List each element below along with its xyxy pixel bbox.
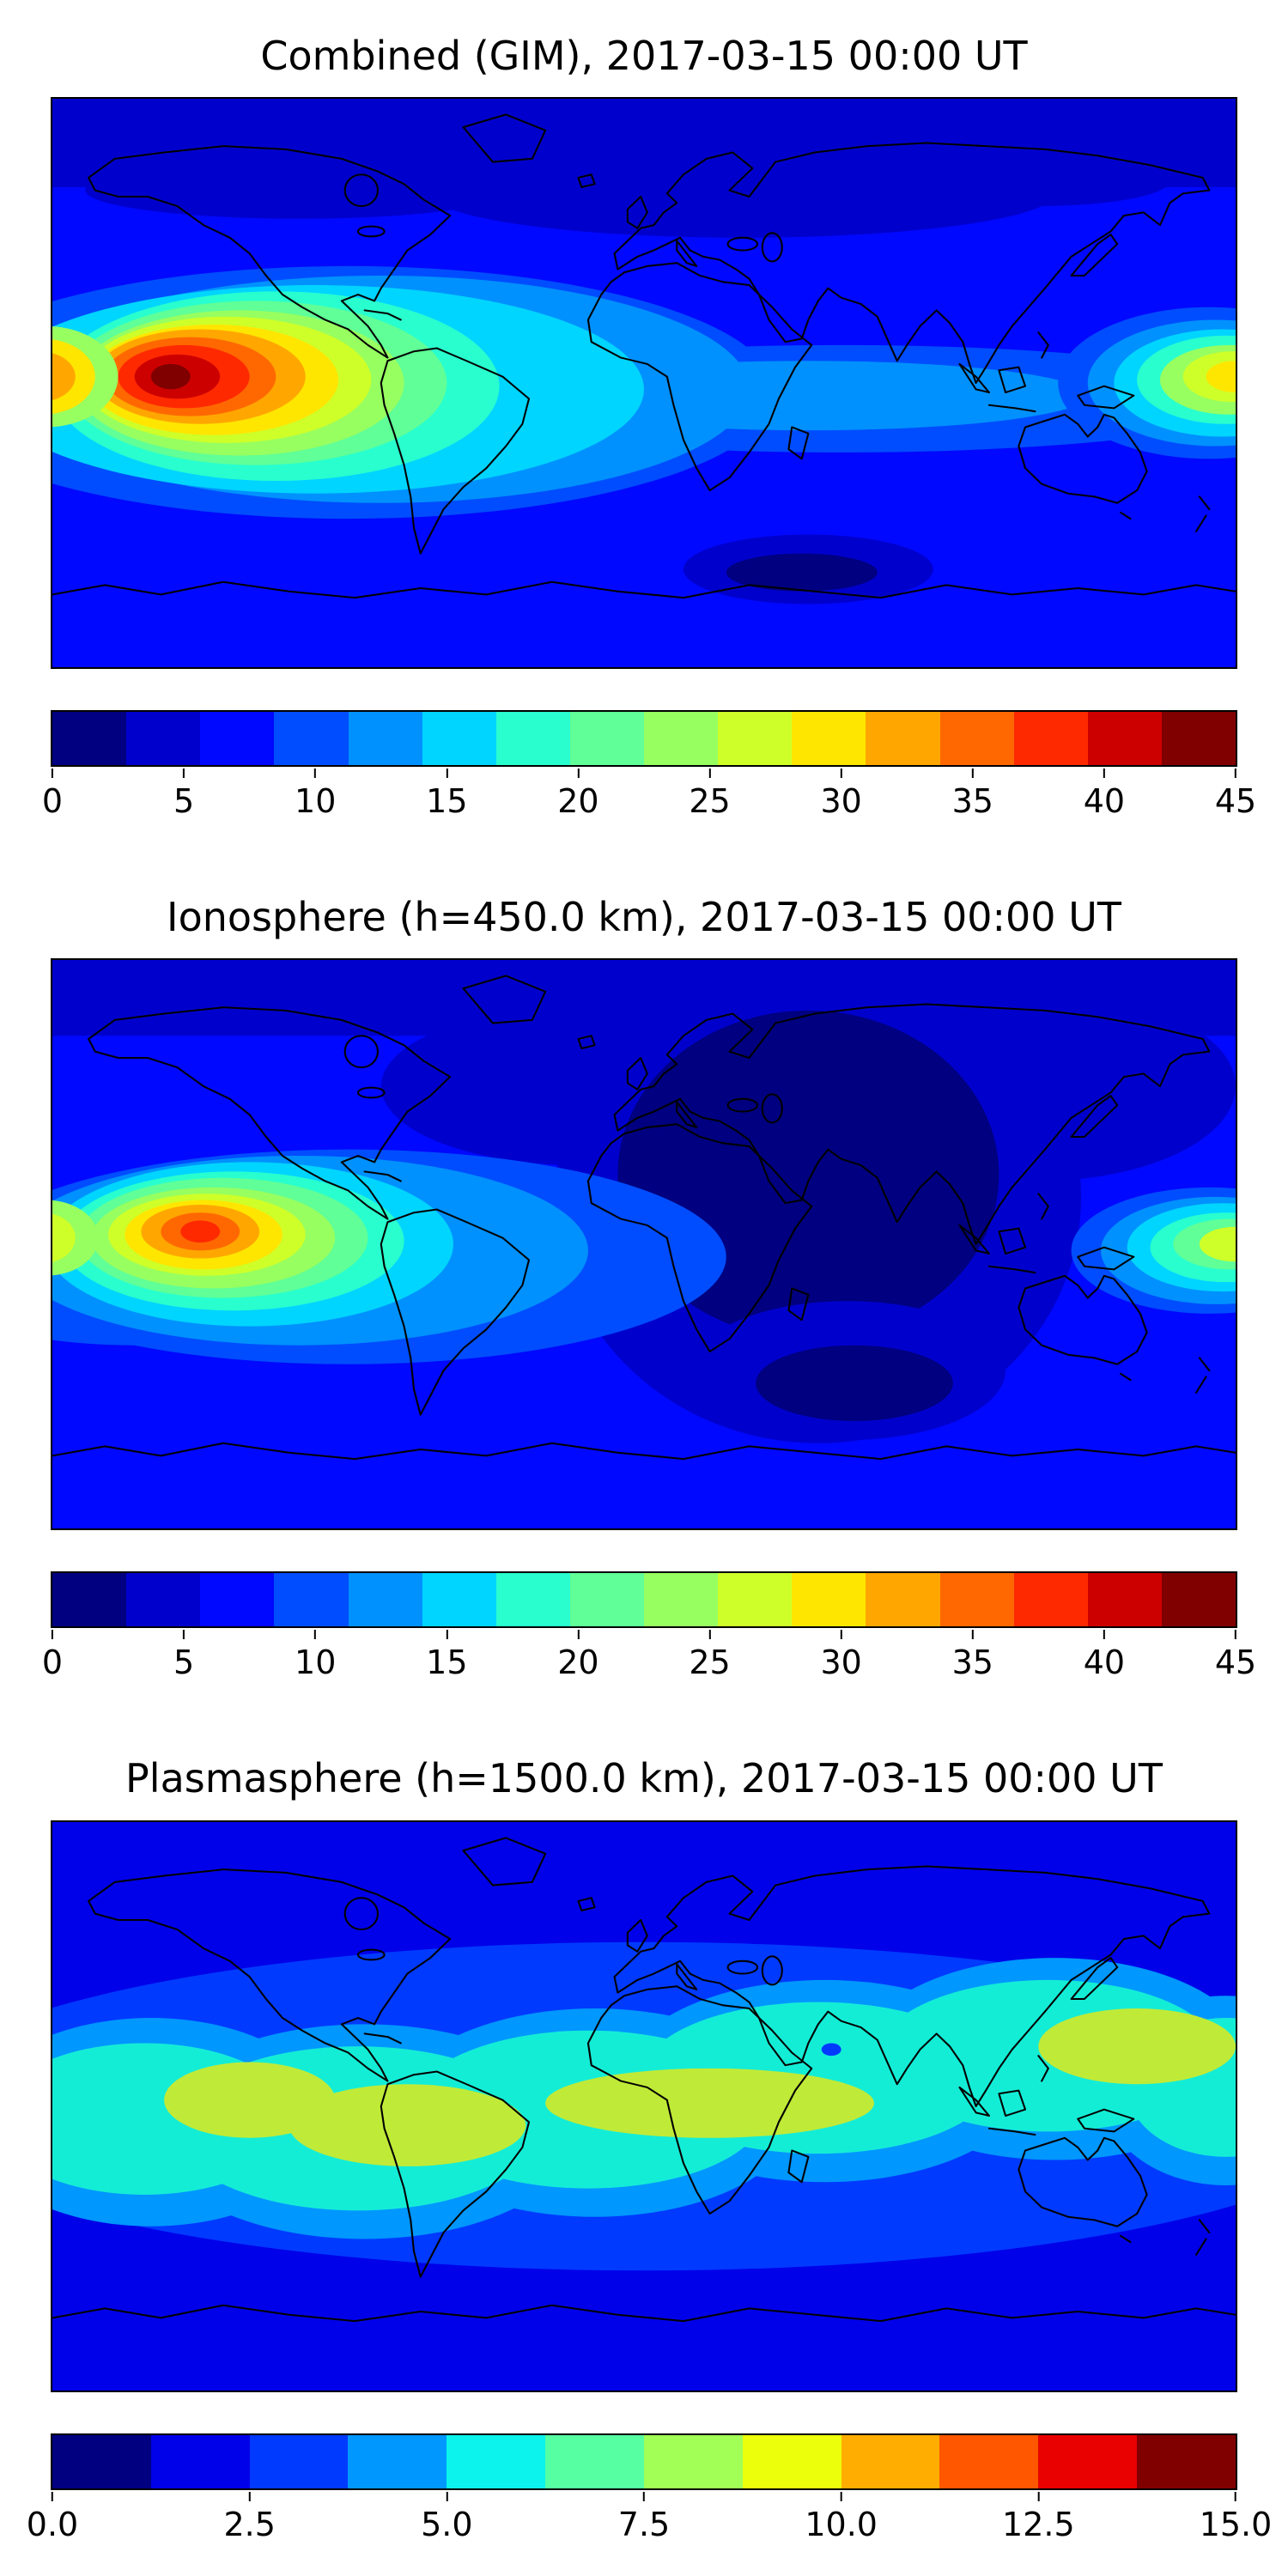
colorbar-segment [422,712,496,766]
colorbar-segment [866,712,940,766]
panel-title-combined: Combined (GIM), 2017-03-15 00:00 UT [260,33,1028,79]
colorbar-segment [939,2434,1039,2488]
panel-title-ionosphere: Ionosphere (h=450.0 km), 2017-03-15 00:0… [167,894,1121,941]
colorbar-segment [150,2434,250,2488]
colorbar-segment [249,2434,349,2488]
colorbar-segment [569,712,644,766]
colorbar-tick-label: 15 [426,1643,468,1682]
world-map-plasmasphere [52,1821,1236,2391]
colorbar-ticks-plasmasphere: 0.0 2.5 5.0 7.5 10.0 12.5 15.0 [27,2492,1273,2545]
colorbar-segment [495,712,570,766]
colorbar-tick-label: 15.0 [1199,2505,1273,2543]
map-ionosphere [51,958,1237,1531]
colorbar-segment [52,712,127,766]
colorbar-segment [742,2434,841,2488]
colorbar-tick-label: 2.5 [223,2505,276,2543]
colorbar-segment [939,1573,1014,1627]
colorbar-segment [200,712,275,766]
colorbar-tick-label: 0.0 [26,2505,79,2543]
colorbar-tick-label: 30 [820,782,862,821]
colorbar-segment [1087,1573,1162,1627]
panel-combined-gim: Combined (GIM), 2017-03-15 00:00 UT [0,0,1288,822]
contour-field-plasmasphere [52,1821,1236,2391]
colorbar-tick-label: 5.0 [421,2505,473,2543]
colorbar-segment [1137,2434,1236,2488]
colorbar-segment [495,1573,570,1627]
colorbar-segment [274,712,349,766]
colorbar-segment [1161,712,1236,766]
colorbar-segment [447,2434,546,2488]
colorbar-segment [1013,1573,1088,1627]
colorbar-segment [1038,2434,1138,2488]
colorbar-tick-label: 40 [1083,782,1126,821]
colorbar-ionosphere [51,1571,1237,1629]
colorbar-segment [52,2434,151,2488]
colorbar-segment [348,2434,447,2488]
colorbar-tick-label: 45 [1214,782,1257,821]
panel-title-plasmasphere: Plasmasphere (h=1500.0 km), 2017-03-15 0… [125,1755,1163,1802]
colorbar-segment [569,1573,644,1627]
colorbar-tick-label: 25 [689,782,731,821]
world-map-ionosphere [52,960,1236,1529]
colorbar-segment [841,2434,940,2488]
colorbar-tick-label: 25 [689,1643,731,1682]
contour-field-combined [52,99,1236,668]
panel-ionosphere: Ionosphere (h=450.0 km), 2017-03-15 00:0… [0,822,1288,1683]
colorbar-segment [348,1573,422,1627]
colorbar-ticks-combined: 0 5 10 15 20 25 30 35 40 45 [42,769,1256,822]
colorbar-tick-label: 5 [173,1643,195,1682]
colorbar-tick-label: 10 [295,1643,337,1682]
colorbar-tick-label: 35 [951,1643,993,1682]
colorbar-segment [52,1573,127,1627]
colorbar-segment [792,1573,866,1627]
colorbar-tick-label: 0 [41,1643,64,1682]
colorbar-segment [643,2434,743,2488]
colorbar-ticks-ionosphere: 0 5 10 15 20 25 30 35 40 45 [42,1630,1256,1683]
colorbar-segment [1161,1573,1236,1627]
colorbar-segment [792,712,866,766]
colorbar-combined [51,710,1237,768]
world-map-combined [52,99,1236,668]
colorbar-segment [1013,712,1088,766]
colorbar-segment [866,1573,940,1627]
colorbar-segment [644,712,719,766]
map-combined [51,97,1237,670]
colorbar-plasmasphere [51,2433,1237,2490]
colorbar-tick-label: 40 [1083,1643,1126,1682]
map-plasmasphere [51,1820,1237,2392]
colorbar-segment [422,1573,496,1627]
colorbar-tick-label: 35 [951,782,993,821]
colorbar-segment [545,2434,644,2488]
colorbar-tick-label: 0 [41,782,64,821]
colorbar-tick-label: 15 [426,782,468,821]
colorbar-tick-label: 10 [295,782,337,821]
colorbar-segment [200,1573,275,1627]
colorbar-segment [1087,712,1162,766]
colorbar-tick-label: 20 [557,782,599,821]
colorbar-segment [939,712,1014,766]
colorbar-segment [348,712,422,766]
colorbar-tick-label: 20 [557,1643,599,1682]
colorbar-tick-label: 45 [1214,1643,1257,1682]
colorbar-segment [126,712,201,766]
colorbar-segment [126,1573,201,1627]
panel-plasmasphere: Plasmasphere (h=1500.0 km), 2017-03-15 0… [0,1683,1288,2544]
colorbar-segment [718,1573,793,1627]
colorbar-tick-label: 10.0 [805,2505,878,2543]
colorbar-tick-label: 7.5 [617,2505,671,2543]
contour-field-ionosphere [52,960,1236,1529]
colorbar-segment [274,1573,349,1627]
colorbar-segment [718,712,793,766]
colorbar-tick-label: 12.5 [1002,2505,1075,2543]
colorbar-segment [644,1573,719,1627]
colorbar-tick-label: 30 [820,1643,862,1682]
colorbar-tick-label: 5 [173,782,195,821]
